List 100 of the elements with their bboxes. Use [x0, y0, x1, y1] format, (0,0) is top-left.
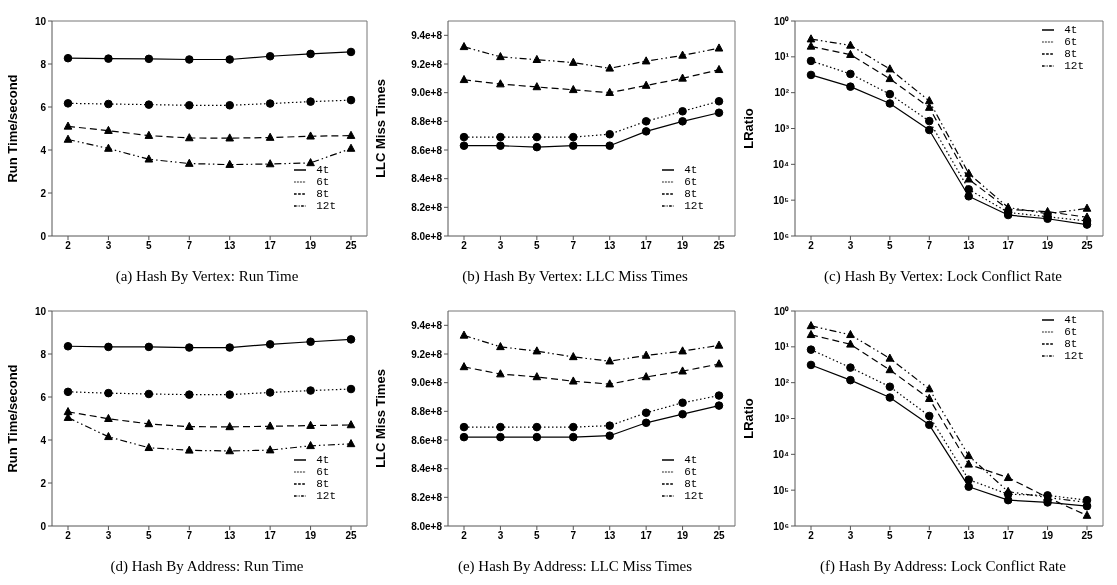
legend-label: 12t	[1064, 60, 1084, 73]
x-tick-label: 25	[713, 240, 725, 252]
y-tick-label: 8.8e+8	[411, 405, 443, 417]
text: (c) Hash By Vertex: Lock Conflict Rate	[823, 268, 1063, 285]
x-tick-label: 13	[963, 530, 975, 542]
y-axis-title: Run Time/second	[4, 364, 20, 473]
y-tick-label: 8.6e+8	[411, 144, 443, 156]
legend-label: 6t	[684, 176, 698, 189]
legend-label: 12t	[316, 490, 336, 503]
legend-label: 12t	[684, 490, 704, 503]
x-tick-label: 19	[305, 530, 317, 542]
y-tick-label: 8.0e+8	[411, 230, 443, 242]
legend-label: 12t	[316, 200, 336, 213]
y-tick-label: 10²	[774, 377, 790, 389]
y-tick-label: 10⁰	[773, 305, 789, 317]
x-tick-label: 25	[1081, 240, 1093, 252]
x-tick-label: 13	[604, 240, 616, 252]
y-tick-label: 0	[40, 230, 47, 242]
y-tick-label: 10⁶	[773, 230, 789, 242]
y-tick-label: 9.4e+8	[411, 319, 443, 331]
y-axis-title: LLC Miss Times	[372, 79, 388, 178]
x-tick-label: 17	[640, 530, 653, 542]
y-axis-title: Run Time/second	[4, 74, 20, 183]
legend-label: 8t	[684, 478, 698, 491]
x-tick-label: 19	[677, 240, 689, 252]
x-tick-label: 5	[146, 240, 153, 252]
y-tick-label: 2	[40, 477, 47, 489]
legend-label: 8t	[1064, 48, 1078, 61]
x-tick-label: 13	[224, 240, 236, 252]
legend-label: 12t	[1064, 350, 1084, 363]
legend-label: 6t	[1064, 326, 1078, 339]
y-tick-label: 9.4e+8	[411, 29, 443, 41]
x-tick-label: 3	[847, 530, 854, 542]
y-tick-label: 4	[40, 144, 47, 156]
text: (a) Hash By Vertex: Run Time	[114, 268, 300, 285]
x-tick-label: 5	[534, 240, 541, 252]
x-tick-label: 19	[1042, 530, 1054, 542]
legend-label: 12t	[684, 200, 704, 213]
x-tick-label: 19	[677, 530, 689, 542]
x-tick-label: 3	[497, 240, 504, 252]
legend-label: 6t	[1064, 36, 1078, 49]
y-tick-label: 10³	[774, 123, 790, 135]
x-tick-label: 5	[146, 530, 153, 542]
x-tick-label: 19	[1042, 240, 1054, 252]
x-tick-label: 7	[570, 240, 577, 252]
x-tick-label: 2	[65, 530, 72, 542]
x-tick-label: 7	[186, 530, 193, 542]
text: (d) Hash By Address: Run Time	[109, 558, 305, 575]
y-tick-label: 6	[40, 101, 47, 113]
legend-label: 4t	[1064, 314, 1078, 326]
legend-label: 6t	[316, 176, 330, 189]
y-tick-label: 8.8e+8	[411, 115, 443, 127]
x-tick-label: 13	[224, 530, 236, 542]
text: (b) Hash By Vertex: LLC Miss Times	[461, 268, 689, 285]
x-tick-label: 5	[887, 530, 894, 542]
y-tick-label: 8.0e+8	[411, 520, 443, 532]
text: (e) Hash By Address: LLC Miss Times	[456, 558, 694, 575]
x-tick-label: 3	[105, 240, 112, 252]
y-tick-label: 10¹	[774, 341, 790, 353]
y-tick-label: 4	[40, 434, 47, 446]
x-tick-label: 13	[963, 240, 975, 252]
y-tick-label: 9.0e+8	[411, 377, 443, 389]
x-tick-label: 2	[808, 530, 815, 542]
x-tick-label: 2	[461, 240, 468, 252]
y-tick-label: 10⁴	[772, 158, 790, 170]
y-tick-label: 8.4e+8	[411, 463, 443, 475]
text: (f) Hash By Address: Lock Conflict Rate	[819, 558, 1067, 575]
x-tick-label: 19	[305, 240, 317, 252]
x-tick-label: 7	[926, 240, 933, 252]
legend-label: 8t	[684, 188, 698, 201]
x-tick-label: 25	[1081, 530, 1093, 542]
y-tick-label: 0	[40, 520, 47, 532]
x-tick-label: 3	[105, 530, 112, 542]
y-tick-label: 8.2e+8	[411, 491, 443, 503]
legend-label: 8t	[316, 478, 330, 491]
x-tick-label: 17	[264, 530, 277, 542]
y-tick-label: 10⁶	[773, 520, 789, 532]
x-tick-label: 25	[345, 240, 357, 252]
y-tick-label: 10	[34, 15, 47, 27]
x-tick-label: 3	[847, 240, 854, 252]
y-tick-label: 10⁰	[773, 15, 789, 27]
x-tick-label: 2	[65, 240, 72, 252]
x-tick-label: 3	[497, 530, 504, 542]
y-tick-label: 9.2e+8	[411, 348, 443, 360]
x-tick-label: 17	[1002, 240, 1015, 252]
y-tick-label: 9.0e+8	[411, 87, 443, 99]
y-tick-label: 10³	[774, 413, 790, 425]
legend-label: 6t	[316, 466, 330, 479]
x-tick-label: 2	[808, 240, 815, 252]
y-tick-label: 8.6e+8	[411, 434, 443, 446]
y-tick-label: 10⁵	[773, 194, 790, 206]
x-tick-label: 17	[640, 240, 653, 252]
legend-label: 4t	[684, 454, 698, 466]
x-tick-label: 7	[186, 240, 193, 252]
y-tick-label: 8.4e+8	[411, 173, 443, 185]
legend-label: 4t	[316, 164, 330, 176]
y-tick-label: 10⁴	[772, 448, 790, 460]
y-tick-label: 10⁵	[773, 484, 790, 496]
x-tick-label: 7	[570, 530, 577, 542]
y-tick-label: 8	[40, 348, 47, 360]
